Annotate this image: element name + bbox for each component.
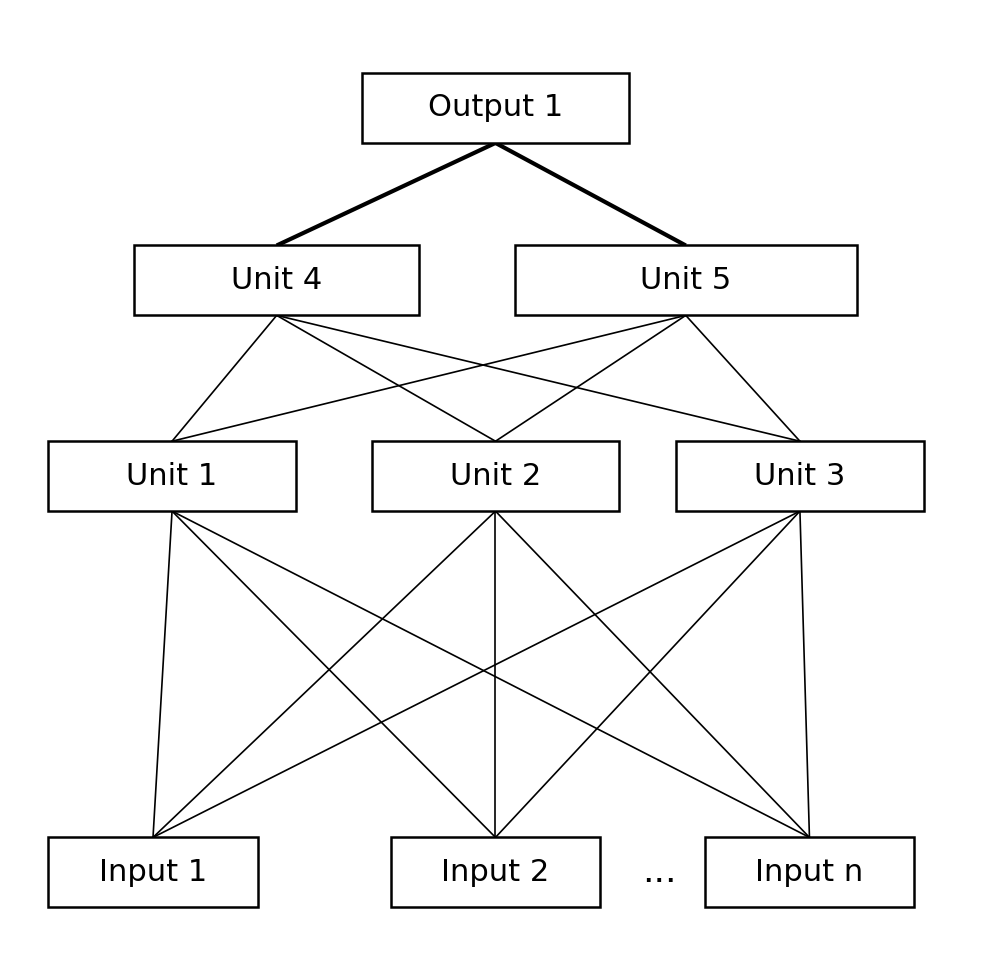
Text: Unit 3: Unit 3 — [754, 461, 845, 490]
FancyBboxPatch shape — [49, 441, 295, 511]
Text: Unit 1: Unit 1 — [127, 461, 218, 490]
FancyBboxPatch shape — [676, 441, 924, 511]
FancyBboxPatch shape — [514, 246, 857, 316]
Text: Input 1: Input 1 — [99, 857, 207, 887]
Text: Unit 5: Unit 5 — [640, 266, 731, 295]
FancyBboxPatch shape — [705, 837, 914, 907]
FancyBboxPatch shape — [134, 246, 419, 316]
Text: ...: ... — [642, 855, 677, 889]
FancyBboxPatch shape — [390, 837, 601, 907]
Text: Input 2: Input 2 — [441, 857, 550, 887]
Text: Input n: Input n — [755, 857, 863, 887]
Text: Unit 4: Unit 4 — [231, 266, 322, 295]
FancyBboxPatch shape — [363, 73, 628, 143]
FancyBboxPatch shape — [372, 441, 619, 511]
FancyBboxPatch shape — [49, 837, 258, 907]
Text: Output 1: Output 1 — [428, 93, 563, 122]
Text: Unit 2: Unit 2 — [450, 461, 541, 490]
